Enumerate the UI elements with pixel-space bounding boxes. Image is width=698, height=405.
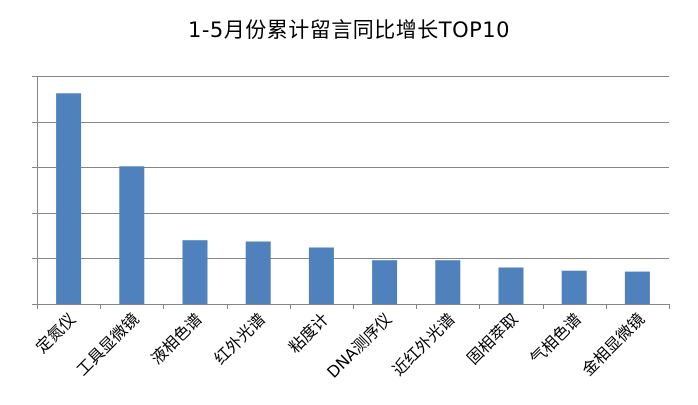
bar-3 <box>182 240 208 304</box>
chart-title: 1-5月份累计留言同比增长TOP10 <box>187 18 511 42</box>
bar-7 <box>435 260 461 304</box>
bar-1 <box>56 93 82 304</box>
category-label-8: 固相萃取 <box>463 309 522 368</box>
category-label-1: 定氮仪 <box>32 309 79 356</box>
bar-5 <box>308 247 334 304</box>
bar-6 <box>372 260 398 304</box>
category-label-6: DNA测序仪 <box>323 309 395 381</box>
bar-8 <box>498 267 524 304</box>
category-label-10: 金相显微镜 <box>578 309 648 379</box>
bar-2 <box>119 166 145 304</box>
category-label-4: 红外光谱 <box>210 309 269 368</box>
bar-9 <box>561 270 587 304</box>
category-label-5: 粘度计 <box>285 309 332 356</box>
bar-4 <box>245 241 271 304</box>
category-label-9: 气相色谱 <box>526 309 585 368</box>
category-label-7: 近红外光谱 <box>389 309 459 379</box>
category-label-3: 液相色谱 <box>147 309 206 368</box>
category-label-2: 工具显微镜 <box>73 309 143 379</box>
bar-10 <box>624 271 650 304</box>
